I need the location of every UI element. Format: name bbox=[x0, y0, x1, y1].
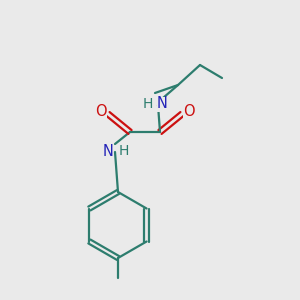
Text: N: N bbox=[157, 97, 167, 112]
Text: H: H bbox=[143, 97, 153, 111]
Text: H: H bbox=[119, 144, 129, 158]
Text: O: O bbox=[95, 103, 107, 118]
Text: O: O bbox=[183, 103, 195, 118]
Text: N: N bbox=[103, 143, 113, 158]
